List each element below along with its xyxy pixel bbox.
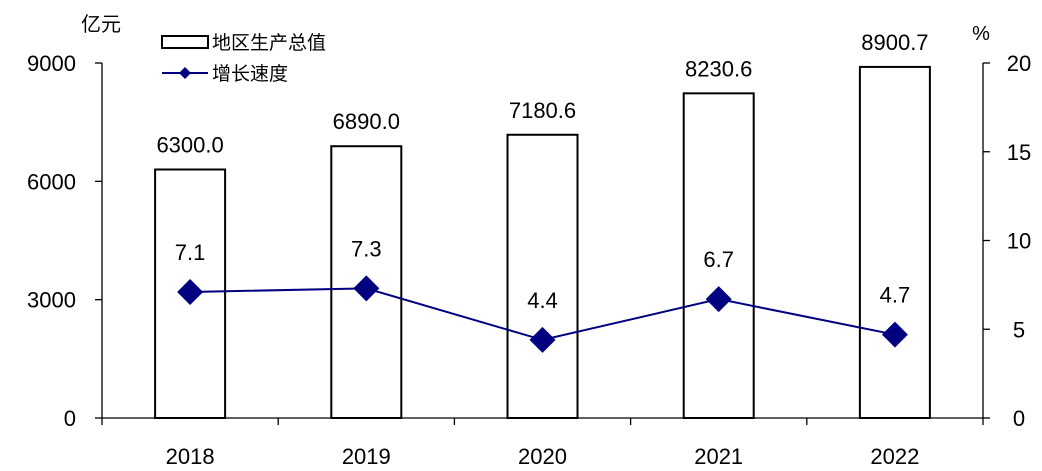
growth-value-label-2018: 7.1	[175, 240, 206, 265]
x-tick-label: 2019	[342, 444, 391, 469]
bar-value-label-2018: 6300.0	[156, 133, 223, 158]
data-labels: 6300.0 6890.0 7180.6 8230.6 8900.7 7.1 7.3 4.4 6…	[156, 30, 928, 313]
growth-value-label-2019: 7.3	[351, 236, 382, 261]
x-tick-label: 2018	[166, 444, 215, 469]
right-axis-unit: %	[972, 23, 990, 45]
bar-2021	[682, 92, 755, 420]
right-tick-label: 10	[1007, 229, 1031, 254]
growth-line	[177, 275, 908, 353]
left-axis-unit: 亿元	[81, 13, 121, 36]
left-tick-label: 3000	[27, 288, 76, 313]
legend-bar-label: 地区生产总值	[212, 32, 326, 54]
growth-marker-2021	[705, 286, 732, 313]
axes: 0 3000 6000 9000 0 5 10 15 20 2018 2019 2020 2021 202…	[27, 13, 1031, 469]
left-tick-label: 6000	[27, 169, 76, 194]
x-tick-label: 2021	[694, 444, 743, 469]
growth-marker-2020	[529, 326, 556, 353]
right-tick-label: 0	[1013, 406, 1025, 431]
legend-line-label: 增长速度	[212, 63, 288, 85]
growth-value-label-2020: 4.4	[527, 288, 558, 313]
bar-2022	[858, 65, 931, 419]
right-tick-label: 5	[1013, 317, 1025, 342]
growth-marker-2019	[353, 275, 380, 302]
bar-2020	[506, 133, 579, 419]
x-tick-label: 2020	[518, 444, 567, 469]
growth-value-label-2022: 4.7	[880, 283, 911, 308]
right-tick-label: 20	[1007, 51, 1031, 76]
right-tick-label: 15	[1007, 140, 1031, 165]
bar-value-label-2022: 8900.7	[861, 30, 928, 55]
legend-diamond-marker	[179, 67, 191, 79]
bars	[154, 65, 931, 420]
bar-value-label-2021: 8230.6	[685, 56, 752, 81]
left-tick-label: 0	[64, 406, 76, 431]
bar-value-label-2019: 6890.0	[333, 109, 400, 134]
bar-value-label-2020: 7180.6	[509, 98, 576, 123]
left-tick-label: 9000	[27, 51, 76, 76]
growth-marker-2018	[177, 278, 204, 305]
x-tick-label: 2022	[870, 444, 919, 469]
growth-marker-2022	[881, 321, 908, 348]
growth-value-label-2021: 6.7	[703, 247, 734, 272]
legend-bar-swatch	[161, 35, 209, 49]
